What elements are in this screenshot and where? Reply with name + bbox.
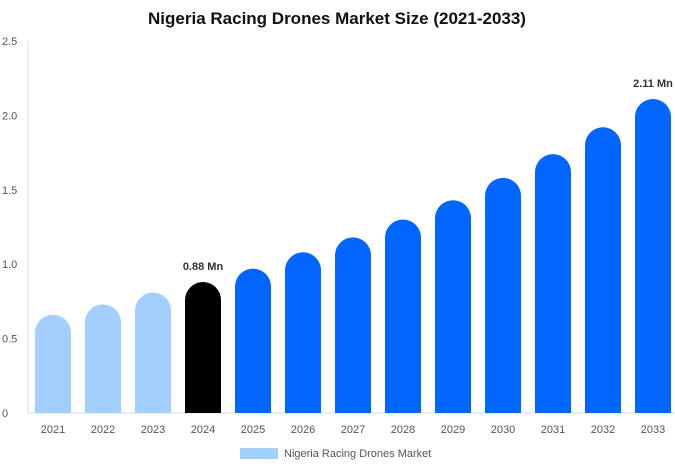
x-tick-label: 2021 [41,424,65,436]
x-tick-label: 2023 [141,424,165,436]
bar-2027 [335,237,371,413]
bar-2023 [135,292,171,413]
bar-2033 [635,99,671,414]
x-tick-label: 2025 [241,424,265,436]
bar-2029 [435,200,471,413]
y-tick-label: 0 [2,408,8,420]
x-tick-label: 2033 [641,424,665,436]
y-tick-label: 1.5 [2,185,17,197]
y-tick-label: 2.0 [2,110,17,122]
y-tick-label: 0.5 [2,334,17,346]
x-tick-label: 2027 [341,424,365,436]
bar-2028 [385,219,421,413]
x-tick-label: 2022 [91,424,115,436]
x-tick-label: 2029 [441,424,465,436]
y-tick-label: 2.5 [2,36,17,48]
bar-2032 [585,127,621,413]
bar-2021 [35,314,71,413]
x-tick-label: 2028 [391,424,415,436]
legend-label: Nigeria Racing Drones Market [284,448,431,460]
bar-2026 [285,252,321,413]
x-tick-label: 2030 [491,424,515,436]
x-tick-label: 2024 [191,424,215,436]
bar-2024 [185,282,221,413]
data-label: 2.11 Mn [633,78,673,90]
x-tick-label: 2026 [291,424,315,436]
bar-2025 [235,268,271,413]
bar-2031 [535,154,571,413]
x-tick-label: 2031 [541,424,565,436]
data-label: 0.88 Mn [183,261,224,273]
chart-title: Nigeria Racing Drones Market Size (2021-… [148,9,526,28]
bar-2030 [485,177,521,413]
y-tick-label: 1.0 [2,259,17,271]
bar-2022 [85,304,121,413]
legend-swatch [240,448,278,459]
x-tick-label: 2032 [591,424,615,436]
